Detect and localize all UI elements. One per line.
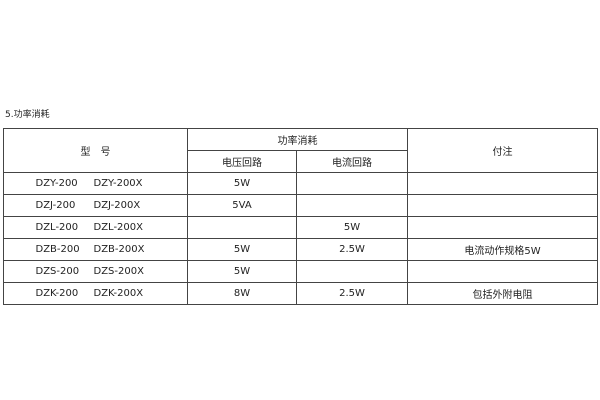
model-cell: DZB-200 DZB-200X bbox=[3, 238, 188, 261]
header-model: 型 号 bbox=[3, 128, 188, 173]
table-row: DZY-200 DZY-200X 5W bbox=[3, 172, 598, 195]
model-b: DZL-200X bbox=[93, 222, 144, 233]
current-cell: 5W bbox=[296, 216, 408, 239]
current-cell: 2.5W bbox=[296, 282, 408, 305]
subheader-row: 电压回路 电流回路 bbox=[4, 150, 598, 173]
header-note: 付注 bbox=[407, 128, 598, 173]
current-cell: 2.5W bbox=[296, 238, 408, 261]
model-b: DZB-200X bbox=[93, 244, 145, 255]
voltage-cell bbox=[187, 216, 297, 239]
model-a: DZB-200 bbox=[35, 244, 80, 255]
section-title: 5.功率消耗 bbox=[5, 110, 50, 120]
power-consumption-table: 型 号 功率消耗 付注 电压回路 电流回路 DZY-200 DZY-200X 5W… bbox=[3, 128, 598, 305]
table-row: DZS-200 DZS-200X 5W bbox=[3, 260, 598, 283]
current-cell bbox=[296, 172, 408, 195]
current-cell bbox=[296, 260, 408, 283]
voltage-cell: 8W bbox=[187, 282, 297, 305]
note-cell bbox=[407, 172, 598, 195]
model-cell: DZJ-200 DZJ-200X bbox=[3, 194, 188, 217]
voltage-cell: 5W bbox=[187, 260, 297, 283]
model-a: DZY-200 bbox=[35, 178, 78, 189]
note-cell: 电流动作规格5W bbox=[407, 238, 598, 261]
model-cell: DZK-200 DZK-200X bbox=[3, 282, 188, 305]
table-row: DZL-200 DZL-200X 5W bbox=[3, 216, 598, 239]
model-cell: DZL-200 DZL-200X bbox=[3, 216, 188, 239]
voltage-cell: 5W bbox=[187, 238, 297, 261]
header-voltage-circuit: 电压回路 bbox=[187, 150, 297, 173]
note-cell: 包括外附电阻 bbox=[407, 282, 598, 305]
model-b: DZJ-200X bbox=[93, 200, 141, 211]
note-cell bbox=[407, 216, 598, 239]
model-a: DZS-200 bbox=[35, 266, 80, 277]
header-current-circuit: 电流回路 bbox=[296, 150, 408, 173]
model-cell: DZY-200 DZY-200X bbox=[3, 172, 188, 195]
note-cell bbox=[407, 194, 598, 217]
table-row: DZK-200 DZK-200X 8W 2.5W 包括外附电阻 bbox=[3, 282, 598, 305]
model-cell: DZS-200 DZS-200X bbox=[3, 260, 188, 283]
model-b: DZY-200X bbox=[93, 178, 143, 189]
current-cell bbox=[296, 194, 408, 217]
model-a: DZK-200 bbox=[35, 288, 79, 299]
note-cell bbox=[407, 260, 598, 283]
model-a: DZL-200 bbox=[35, 222, 79, 233]
model-a: DZJ-200 bbox=[35, 200, 76, 211]
table-row: DZB-200 DZB-200X 5W 2.5W 电流动作规格5W bbox=[3, 238, 598, 261]
model-b: DZK-200X bbox=[93, 288, 144, 299]
voltage-cell: 5W bbox=[187, 172, 297, 195]
header-row: 型 号 功率消耗 付注 bbox=[3, 128, 598, 173]
table-row: DZJ-200 DZJ-200X 5VA bbox=[3, 194, 598, 217]
header-power: 功率消耗 bbox=[187, 128, 408, 151]
voltage-cell: 5VA bbox=[187, 194, 297, 217]
model-b: DZS-200X bbox=[93, 266, 144, 277]
